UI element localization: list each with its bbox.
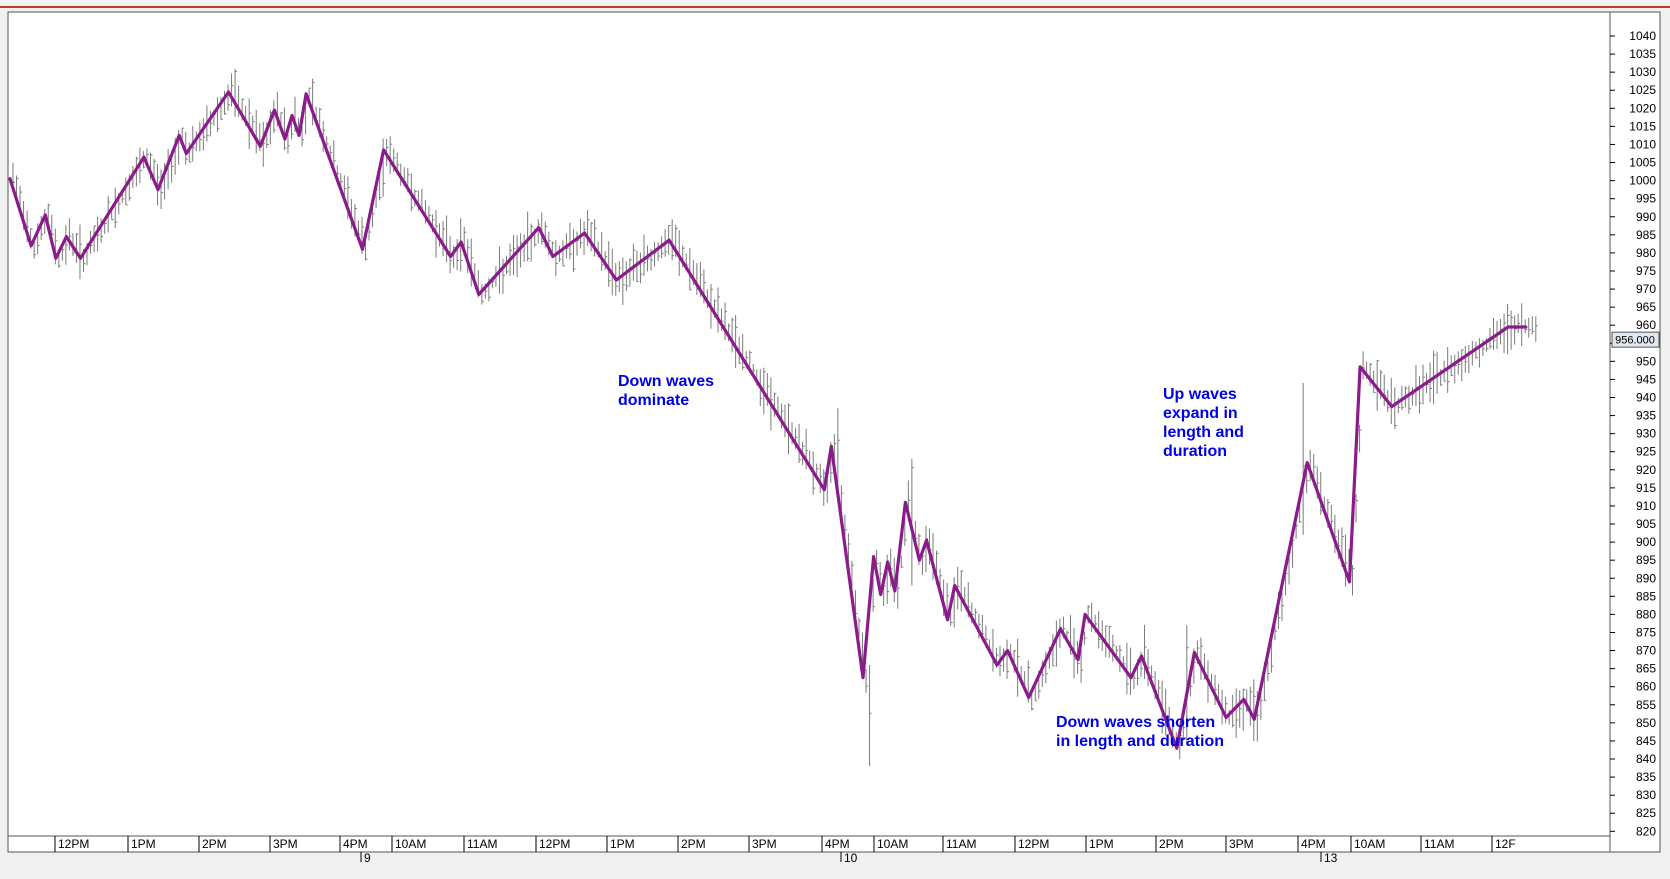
x-tick-label: 12PM — [58, 837, 89, 851]
x-tick-label: 10AM — [395, 837, 426, 851]
x-tick-label: 3PM — [752, 837, 777, 851]
date-label: 9 — [364, 851, 371, 865]
x-tick-label: 4PM — [1301, 837, 1326, 851]
y-tick-label: 1000 — [1629, 174, 1656, 188]
y-tick-label: 930 — [1636, 427, 1656, 441]
date-label: 10 — [844, 851, 858, 865]
last-price-badge-box — [1611, 331, 1660, 348]
y-tick-label: 970 — [1636, 282, 1656, 296]
y-tick-label: 865 — [1636, 662, 1656, 676]
y-tick-label: 835 — [1636, 770, 1656, 784]
last-price-badge: 956.000 — [1611, 331, 1660, 348]
y-tick-label: 875 — [1636, 625, 1656, 639]
annotation-line: expand in — [1163, 405, 1238, 422]
annotation-line: Up waves — [1163, 386, 1237, 403]
x-tick-label: 12F — [1495, 837, 1516, 851]
y-tick-label: 1005 — [1629, 156, 1656, 170]
y-tick-label: 1015 — [1629, 119, 1656, 133]
y-tick-label: 820 — [1636, 824, 1656, 838]
y-tick-label: 850 — [1636, 716, 1656, 730]
y-tick-label: 890 — [1636, 571, 1656, 585]
y-tick-label: 975 — [1636, 264, 1656, 278]
annotation-line: in length and duration — [1056, 733, 1224, 750]
x-tick-label: 11AM — [467, 837, 497, 851]
x-tick-label: 4PM — [343, 837, 368, 851]
y-tick-label: 995 — [1636, 192, 1656, 206]
x-tick-label: 2PM — [1159, 837, 1184, 851]
y-tick-label: 965 — [1636, 300, 1656, 314]
y-tick-label: 1010 — [1629, 137, 1656, 151]
y-tick-label: 870 — [1636, 644, 1656, 658]
y-tick-label: 885 — [1636, 589, 1656, 603]
y-tick-label: 940 — [1636, 391, 1656, 405]
last-price-badge-text: 956.000 — [1615, 335, 1655, 347]
y-tick-label: 985 — [1636, 228, 1656, 242]
annotations: Down waves dominate Up waves expand in lengt… — [618, 373, 1244, 750]
y-tick-label: 1035 — [1629, 47, 1656, 61]
annotation-line: Down waves shorten — [1056, 714, 1215, 731]
plot-area — [7, 11, 1611, 837]
y-tick-label: 830 — [1636, 788, 1656, 802]
x-tick-label: 10AM — [1354, 837, 1385, 851]
annotation-text: Down waves dominate — [618, 373, 714, 409]
y-tick-label: 895 — [1636, 553, 1656, 567]
x-tick-label: 12PM — [1018, 837, 1049, 851]
y-tick-label: 935 — [1636, 409, 1656, 423]
x-tick-label: 11AM — [1424, 837, 1454, 851]
y-tick-label: 1020 — [1629, 101, 1656, 115]
y-tick-label: 860 — [1636, 680, 1656, 694]
y-tick-label: 960 — [1636, 318, 1656, 332]
annotation-line: dominate — [618, 392, 689, 409]
y-tick-label: 945 — [1636, 372, 1656, 386]
date-label: 13 — [1324, 851, 1338, 865]
y-axis-panel — [1609, 11, 1661, 853]
x-tick-label: 3PM — [273, 837, 298, 851]
y-tick-label: 825 — [1636, 806, 1656, 820]
y-tick-label: 915 — [1636, 481, 1656, 495]
x-axis: 12PM 1PM 2PM 3PM 4PM 10AM 11AM 12PM 1PM 2PM 3PM 4PM… — [54, 836, 1516, 865]
x-tick-label: 1PM — [610, 837, 635, 851]
annotation-line: Down waves — [618, 373, 714, 390]
x-tick-label: 3PM — [1229, 837, 1254, 851]
y-tick-label: 950 — [1636, 354, 1656, 368]
annotation-line: length and — [1163, 424, 1244, 441]
y-tick-label: 905 — [1636, 517, 1656, 531]
x-tick-label: 2PM — [202, 837, 227, 851]
x-tick-label: 1PM — [1089, 837, 1114, 851]
y-tick-label: 840 — [1636, 752, 1656, 766]
y-axis: 1040 1035 1030 1025 1020 1015 1010 1005 1000 995 9… — [1610, 29, 1656, 838]
y-tick-label: 980 — [1636, 246, 1656, 260]
y-tick-label: 845 — [1636, 734, 1656, 748]
y-tick-label: 990 — [1636, 210, 1656, 224]
x-tick-label: 12PM — [539, 837, 570, 851]
x-tick-label: 1PM — [131, 837, 156, 851]
x-tick-label: 11AM — [946, 837, 976, 851]
y-tick-label: 880 — [1636, 607, 1656, 621]
price-bars — [12, 68, 1538, 767]
y-tick-label: 1040 — [1629, 29, 1656, 43]
y-tick-label: 855 — [1636, 698, 1656, 712]
x-tick-label: 2PM — [681, 837, 706, 851]
y-tick-label: 925 — [1636, 445, 1656, 459]
annotation-text: Down waves shorten in length and duration — [1056, 714, 1224, 750]
annotation-line: duration — [1163, 443, 1227, 460]
annotation-text: Up waves expand in length and duration — [1163, 386, 1244, 460]
x-tick-label: 10AM — [877, 837, 908, 851]
x-tick-label: 4PM — [825, 837, 850, 851]
y-tick-label: 1030 — [1629, 65, 1656, 79]
y-tick-label: 910 — [1636, 499, 1656, 513]
y-tick-label: 1025 — [1629, 83, 1656, 97]
y-tick-label: 900 — [1636, 535, 1656, 549]
swing-wave-line — [8, 90, 1528, 750]
y-tick-label: 920 — [1636, 463, 1656, 477]
